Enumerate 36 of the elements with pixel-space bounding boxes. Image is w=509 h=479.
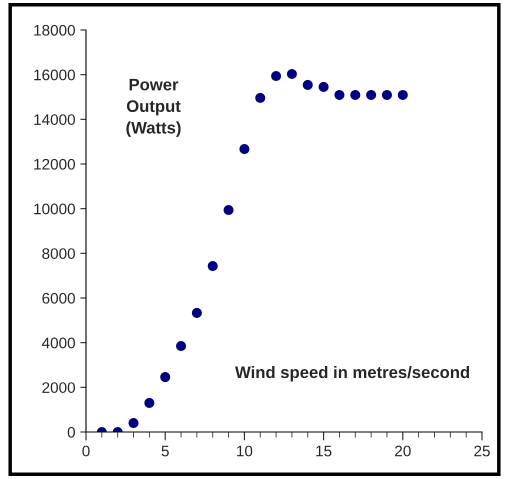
point — [176, 340, 186, 352]
point — [334, 90, 344, 100]
x-tick-label: 15 — [316, 446, 332, 456]
y-tick-label: 16000 — [34, 70, 75, 80]
point — [224, 204, 234, 216]
point — [318, 82, 329, 92]
point — [366, 90, 376, 100]
point — [398, 90, 408, 100]
point — [271, 70, 282, 82]
point — [255, 92, 266, 103]
point — [302, 80, 313, 90]
y-tick-label: 4000 — [42, 338, 75, 348]
x-tick-label: 5 — [162, 446, 169, 456]
point — [350, 90, 360, 100]
point — [192, 308, 202, 318]
y-tick-label: 12000 — [34, 158, 75, 170]
x-tick-label: 0 — [82, 446, 90, 456]
x-tick-label: 10 — [237, 446, 252, 456]
y-tick-label: 18000 — [34, 24, 75, 36]
y-tick-label: 2000 — [42, 382, 75, 394]
y-tick-label: 10000 — [34, 204, 75, 214]
point — [160, 372, 170, 382]
point — [286, 68, 297, 80]
y-tick-label: 6000 — [42, 292, 75, 304]
point — [128, 418, 139, 428]
x-tick-label: 20 — [395, 446, 411, 456]
point — [382, 90, 392, 100]
point — [144, 398, 154, 408]
y-tick-label: 8000 — [42, 248, 75, 260]
annotation: Wind speed in metres/second — [235, 366, 470, 382]
y-tick-label: 0 — [68, 426, 75, 438]
point — [239, 144, 250, 154]
annotation: Power Output (Watts) — [126, 78, 181, 137]
point — [208, 261, 218, 272]
y-tick-label: 14000 — [34, 114, 75, 126]
x-tick-label: 25 — [474, 446, 490, 456]
